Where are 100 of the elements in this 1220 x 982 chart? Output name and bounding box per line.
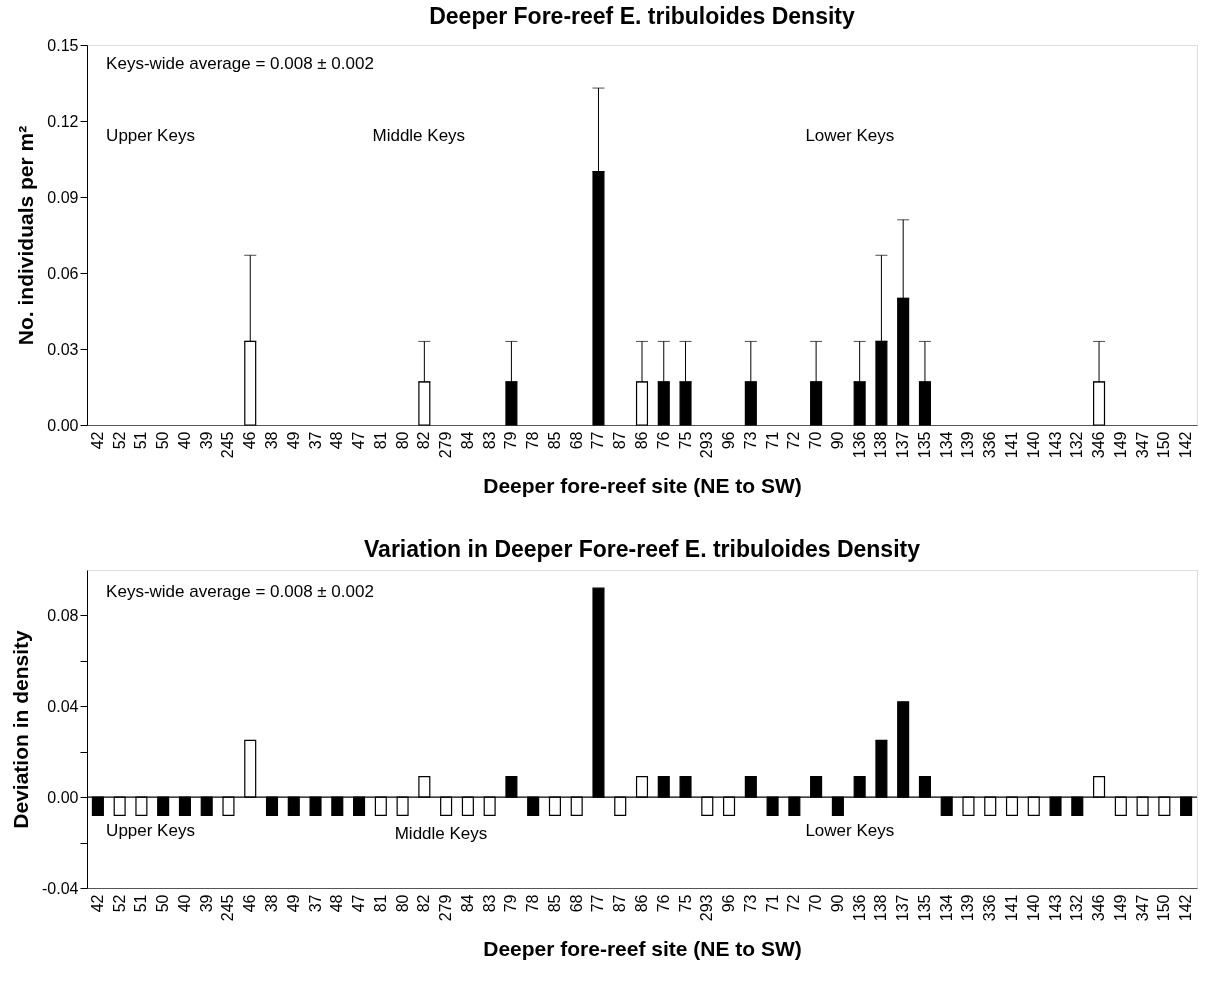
x-tick-label: 137 <box>894 431 912 459</box>
x-tick-label: 48 <box>328 431 346 450</box>
x-tick-label: 80 <box>393 894 411 913</box>
x-tick-label: 138 <box>872 894 890 922</box>
y-tick-label: 0.00 <box>47 416 79 434</box>
x-tick-label: 141 <box>1003 431 1020 459</box>
x-tick-label: 136 <box>850 894 868 922</box>
x-tick-label: 46 <box>241 894 259 913</box>
x-tick-label: 132 <box>1068 431 1086 459</box>
x-tick-label: 90 <box>828 431 846 450</box>
chart-title: Variation in Deeper Fore-reef E. tribuloides Density <box>364 536 921 562</box>
annotation: Upper Keys <box>106 126 195 146</box>
x-tick-label: 80 <box>393 431 411 450</box>
x-tick-label: 39 <box>197 431 215 450</box>
x-tick-label: 70 <box>807 431 825 450</box>
x-tick-label: 150 <box>1155 431 1173 459</box>
x-tick-label: 86 <box>633 431 650 450</box>
x-tick-label: 52 <box>110 894 128 913</box>
y-tick-label: -0.04 <box>42 879 79 897</box>
x-tick-label: 83 <box>480 431 498 450</box>
x-tick-label: 38 <box>263 431 280 450</box>
x-axis-title: Deeper fore-reef site (NE to SW) <box>483 937 802 961</box>
x-tick-label: 279 <box>437 894 455 922</box>
x-tick-label: 135 <box>915 431 933 459</box>
x-tick-label: 87 <box>611 431 629 450</box>
x-tick-label: 150 <box>1155 894 1173 922</box>
x-tick-label: 346 <box>1090 894 1108 922</box>
x-tick-label: 139 <box>959 431 977 459</box>
annotation: Keys-wide average = 0.008 ± 0.002 <box>106 582 374 602</box>
x-tick-label: 72 <box>785 894 803 913</box>
x-tick-label: 138 <box>872 431 890 459</box>
y-tick-label: 0.04 <box>47 697 79 715</box>
x-tick-label: 84 <box>458 894 476 913</box>
x-tick-label: 81 <box>371 894 389 913</box>
x-tick-label: 137 <box>894 894 912 922</box>
y-axis-title: No. individuals per m² <box>14 125 38 346</box>
x-tick-label: 77 <box>589 431 607 450</box>
x-tick-label: 135 <box>915 894 933 922</box>
y-tick-label: 0.12 <box>47 112 79 130</box>
x-tick-label: 40 <box>175 431 193 450</box>
x-tick-label: 96 <box>720 894 738 913</box>
y-tick-label: 0.03 <box>47 340 79 358</box>
x-tick-label: 149 <box>1111 894 1129 922</box>
x-tick-label: 71 <box>763 894 781 913</box>
x-tick-label: 84 <box>458 431 476 450</box>
x-tick-label: 142 <box>1177 431 1195 459</box>
x-tick-label: 78 <box>524 431 542 450</box>
x-axis-title: Deeper fore-reef site (NE to SW) <box>483 474 802 498</box>
x-tick-label: 42 <box>88 431 106 450</box>
x-tick-label: 75 <box>676 431 694 450</box>
x-tick-label: 143 <box>1046 894 1064 922</box>
x-tick-label: 347 <box>1133 894 1151 922</box>
annotation: Keys-wide average = 0.008 ± 0.002 <box>106 54 374 73</box>
x-tick-label: 73 <box>741 431 759 450</box>
x-tick-label: 149 <box>1111 431 1129 459</box>
x-tick-label: 49 <box>284 431 302 450</box>
x-tick-label: 73 <box>741 894 759 913</box>
x-tick-label: 86 <box>633 894 650 913</box>
x-tick-label: 293 <box>698 894 716 922</box>
chart-title: Deeper Fore-reef E. tribuloides Density <box>429 3 856 29</box>
x-tick-label: 68 <box>567 431 585 450</box>
x-tick-label: 245 <box>219 894 237 922</box>
x-tick-label: 134 <box>937 431 955 459</box>
y-tick-label: 0.09 <box>47 188 79 206</box>
x-tick-label: 38 <box>263 894 280 913</box>
x-tick-label: 81 <box>371 431 389 450</box>
x-tick-label: 140 <box>1024 431 1042 459</box>
x-tick-label: 76 <box>654 431 672 450</box>
x-tick-label: 76 <box>654 894 672 913</box>
x-tick-label: 72 <box>785 431 803 450</box>
x-tick-label: 141 <box>1003 894 1020 922</box>
x-tick-label: 42 <box>88 894 106 913</box>
x-tick-label: 70 <box>807 894 825 913</box>
x-tick-label: 336 <box>981 894 999 922</box>
x-tick-label: 50 <box>154 431 172 450</box>
annotation: Lower Keys <box>805 126 895 146</box>
x-tick-label: 136 <box>850 431 868 459</box>
x-tick-label: 96 <box>720 431 738 450</box>
x-tick-label: 77 <box>589 894 607 913</box>
x-tick-label: 47 <box>350 431 368 450</box>
y-tick-label: 0.00 <box>47 788 79 806</box>
x-tick-label: 75 <box>676 894 694 913</box>
annotation: Lower Keys <box>805 820 895 840</box>
annotation: Middle Keys <box>372 126 466 146</box>
x-tick-label: 245 <box>219 431 237 459</box>
x-tick-label: 78 <box>524 894 542 913</box>
y-axis-title: Deviation in density <box>9 629 33 829</box>
x-tick-label: 346 <box>1090 431 1108 459</box>
y-tick-label: 0.06 <box>47 264 79 282</box>
x-tick-label: 37 <box>306 894 324 913</box>
x-tick-label: 134 <box>937 894 955 922</box>
x-tick-label: 52 <box>110 431 128 450</box>
x-tick-label: 49 <box>284 894 302 913</box>
x-tick-label: 347 <box>1133 431 1151 459</box>
y-tick-label: 0.08 <box>47 606 79 624</box>
x-tick-label: 51 <box>132 431 150 450</box>
x-tick-label: 142 <box>1177 894 1195 922</box>
x-tick-label: 68 <box>567 894 585 913</box>
x-tick-label: 82 <box>415 431 433 450</box>
x-tick-label: 85 <box>545 894 563 913</box>
